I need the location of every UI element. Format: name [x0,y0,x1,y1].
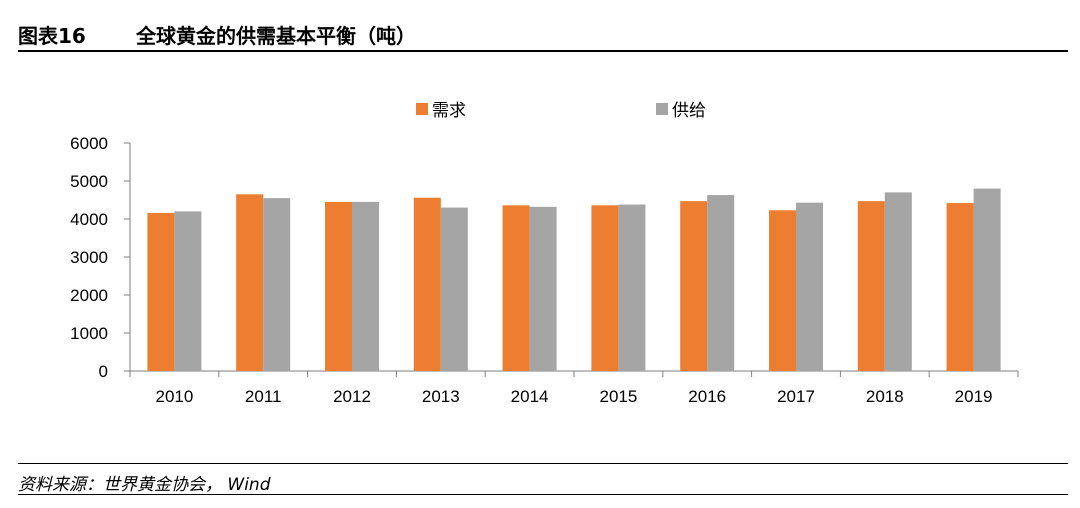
bar-supply-2012 [352,201,379,371]
bars [147,188,1001,371]
y-tick-label: 1000 [70,324,108,343]
figure-header: 图表16 全球黄金的供需基本平衡（吨） [18,18,1068,52]
footer-divider-top [18,463,1068,464]
y-tick-label: 4000 [70,210,108,229]
chart-legend: 需求 供给 [0,96,1080,121]
x-tick-label: 2017 [777,387,815,406]
figure-number: 图表16 [18,23,86,48]
bar-supply-2019 [973,188,1001,371]
bar-supply-2017 [796,202,823,371]
footer-divider-bottom [18,494,1068,495]
bar-supply-2016 [707,195,735,371]
y-tick-label: 3000 [70,248,108,267]
bar-demand-2019 [946,203,974,371]
bar-supply-2013 [440,207,468,371]
bar-demand-2017 [769,210,796,371]
x-tick-label: 2010 [155,387,193,406]
x-tick-label: 2019 [955,387,993,406]
legend-swatch-supply [656,102,668,115]
bar-supply-2011 [263,198,291,371]
x-tick-label: 2013 [422,387,460,406]
bar-supply-2015 [618,204,646,371]
bar-supply-2018 [884,192,912,371]
bar-supply-2014 [529,206,557,371]
y-tick-label: 6000 [70,134,108,153]
y-tick-label: 0 [99,362,108,381]
x-tick-label: 2012 [333,387,371,406]
source-note: 资料来源：世界黄金协会， Wind [18,475,271,495]
bar-demand-2011 [236,194,264,371]
legend-item-demand: 需求 [416,96,466,121]
x-tick-label: 2018 [866,387,904,406]
bar-demand-2016 [680,201,708,371]
x-tick-label: 2014 [511,387,549,406]
legend-item-supply: 供给 [656,96,706,121]
x-tick-label: 2015 [599,387,637,406]
bar-demand-2014 [502,205,530,371]
bar-demand-2012 [325,201,352,371]
figure-title: 全球黄金的供需基本平衡（吨） [136,23,416,48]
bar-demand-2013 [413,197,441,371]
legend-swatch-demand [416,102,428,115]
bar-demand-2015 [591,205,619,371]
x-axis: 2010 2011 2012 2013 2014 2015 2016 2017 2018 2019 [129,370,1019,406]
bar-demand-2010 [147,212,175,371]
legend-label-demand: 需求 [432,101,466,121]
legend-label-supply: 供给 [672,101,706,121]
y-tick-label: 2000 [70,286,108,305]
x-tick-label: 2011 [245,387,282,406]
bar-supply-2010 [174,211,202,371]
y-tick-label: 5000 [70,172,108,191]
bar-demand-2018 [857,201,885,371]
x-tick-label: 2016 [688,387,726,406]
y-axis: 0 1000 2000 3000 4000 5000 6000 [70,134,131,381]
